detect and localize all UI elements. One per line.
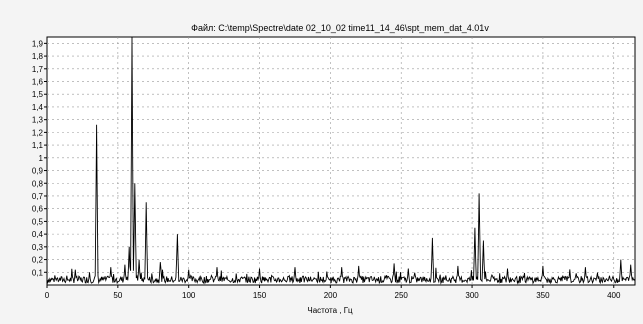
y-tick-label: 0,3 xyxy=(32,243,44,252)
x-tick-label: 100 xyxy=(182,291,196,300)
y-tick-label: 1,2 xyxy=(32,128,44,137)
grid-lines xyxy=(47,37,635,285)
y-tick-label: 0,1 xyxy=(32,268,44,277)
x-tick-label: 200 xyxy=(324,291,338,300)
y-tick-label: 1,6 xyxy=(32,78,44,87)
spectrum-series-line xyxy=(46,36,636,285)
y-tick-label: 0,9 xyxy=(32,167,44,176)
y-axis-ticks: 0,1 0,2 0,3 0,4 0,5 0,6 0,7 0,8 0,9 1 1,1 1,2 1,3 1,4… xyxy=(32,39,47,277)
plot-area xyxy=(46,36,636,286)
y-tick-label: 1,1 xyxy=(32,141,44,150)
x-axis-label: Частота , Гц xyxy=(307,306,353,315)
x-tick-label: 250 xyxy=(395,291,409,300)
y-tick-label: 1,3 xyxy=(32,116,44,125)
chart-title: Файл: C:\temp\Spectre\date 02_10_02 time… xyxy=(191,23,489,33)
y-tick-label: 0,5 xyxy=(32,217,44,226)
y-tick-label: 0,4 xyxy=(32,230,44,239)
y-tick-label: 0,7 xyxy=(32,192,44,201)
x-tick-label: 150 xyxy=(253,291,267,300)
y-tick-label: 0,8 xyxy=(32,179,44,188)
x-tick-label: 300 xyxy=(465,291,479,300)
y-tick-label: 1 xyxy=(39,154,44,163)
x-tick-label: 50 xyxy=(113,291,122,300)
y-tick-label: 1,9 xyxy=(32,39,44,48)
y-tick-label: 1,8 xyxy=(32,52,44,61)
x-axis-ticks: 0 50 100 150 200 250 300 350 400 xyxy=(45,285,621,300)
x-tick-label: 350 xyxy=(536,291,550,300)
y-tick-label: 1,4 xyxy=(32,103,44,112)
y-tick-label: 1,7 xyxy=(32,65,44,74)
y-tick-label: 0,6 xyxy=(32,205,44,214)
y-tick-label: 0,2 xyxy=(32,256,44,265)
x-tick-label: 0 xyxy=(45,291,50,300)
x-tick-label: 400 xyxy=(607,291,621,300)
y-tick-label: 1,5 xyxy=(32,90,44,99)
